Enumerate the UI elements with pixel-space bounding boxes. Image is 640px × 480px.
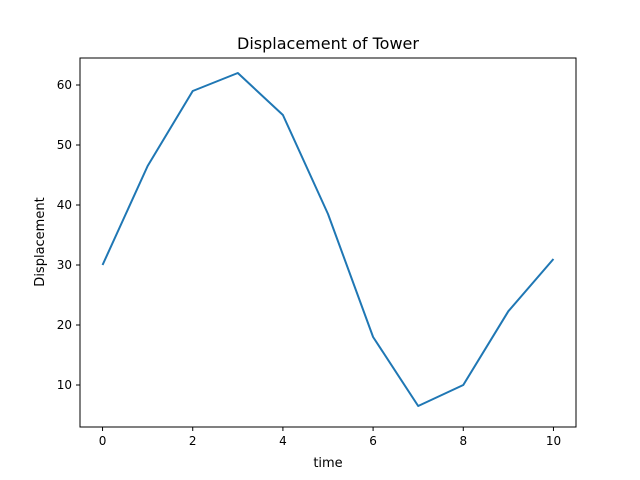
x-tick-label: 8 xyxy=(459,434,467,448)
x-tick-label: 6 xyxy=(369,434,377,448)
x-tick-label: 10 xyxy=(546,434,561,448)
y-tick-label: 50 xyxy=(57,138,72,152)
x-axis-label: time xyxy=(313,456,342,471)
x-tick-label: 0 xyxy=(99,434,107,448)
axes-frame xyxy=(79,57,577,428)
y-axis: 10 20 30 40 50 60 xyxy=(57,78,80,392)
y-tick-label: 60 xyxy=(57,78,72,92)
x-tick-label: 2 xyxy=(189,434,197,448)
y-tick-label: 40 xyxy=(57,198,72,212)
chart-title: Displacement of Tower xyxy=(237,34,419,53)
plot-area xyxy=(101,72,555,407)
x-axis: 0 2 4 6 8 10 xyxy=(99,427,561,448)
series-line xyxy=(101,72,555,407)
y-tick-label: 10 xyxy=(57,378,72,392)
y-tick-label: 20 xyxy=(57,318,72,332)
y-axis-label: Displacement xyxy=(33,197,48,286)
y-tick-label: 30 xyxy=(57,258,72,272)
x-tick-label: 4 xyxy=(279,434,287,448)
